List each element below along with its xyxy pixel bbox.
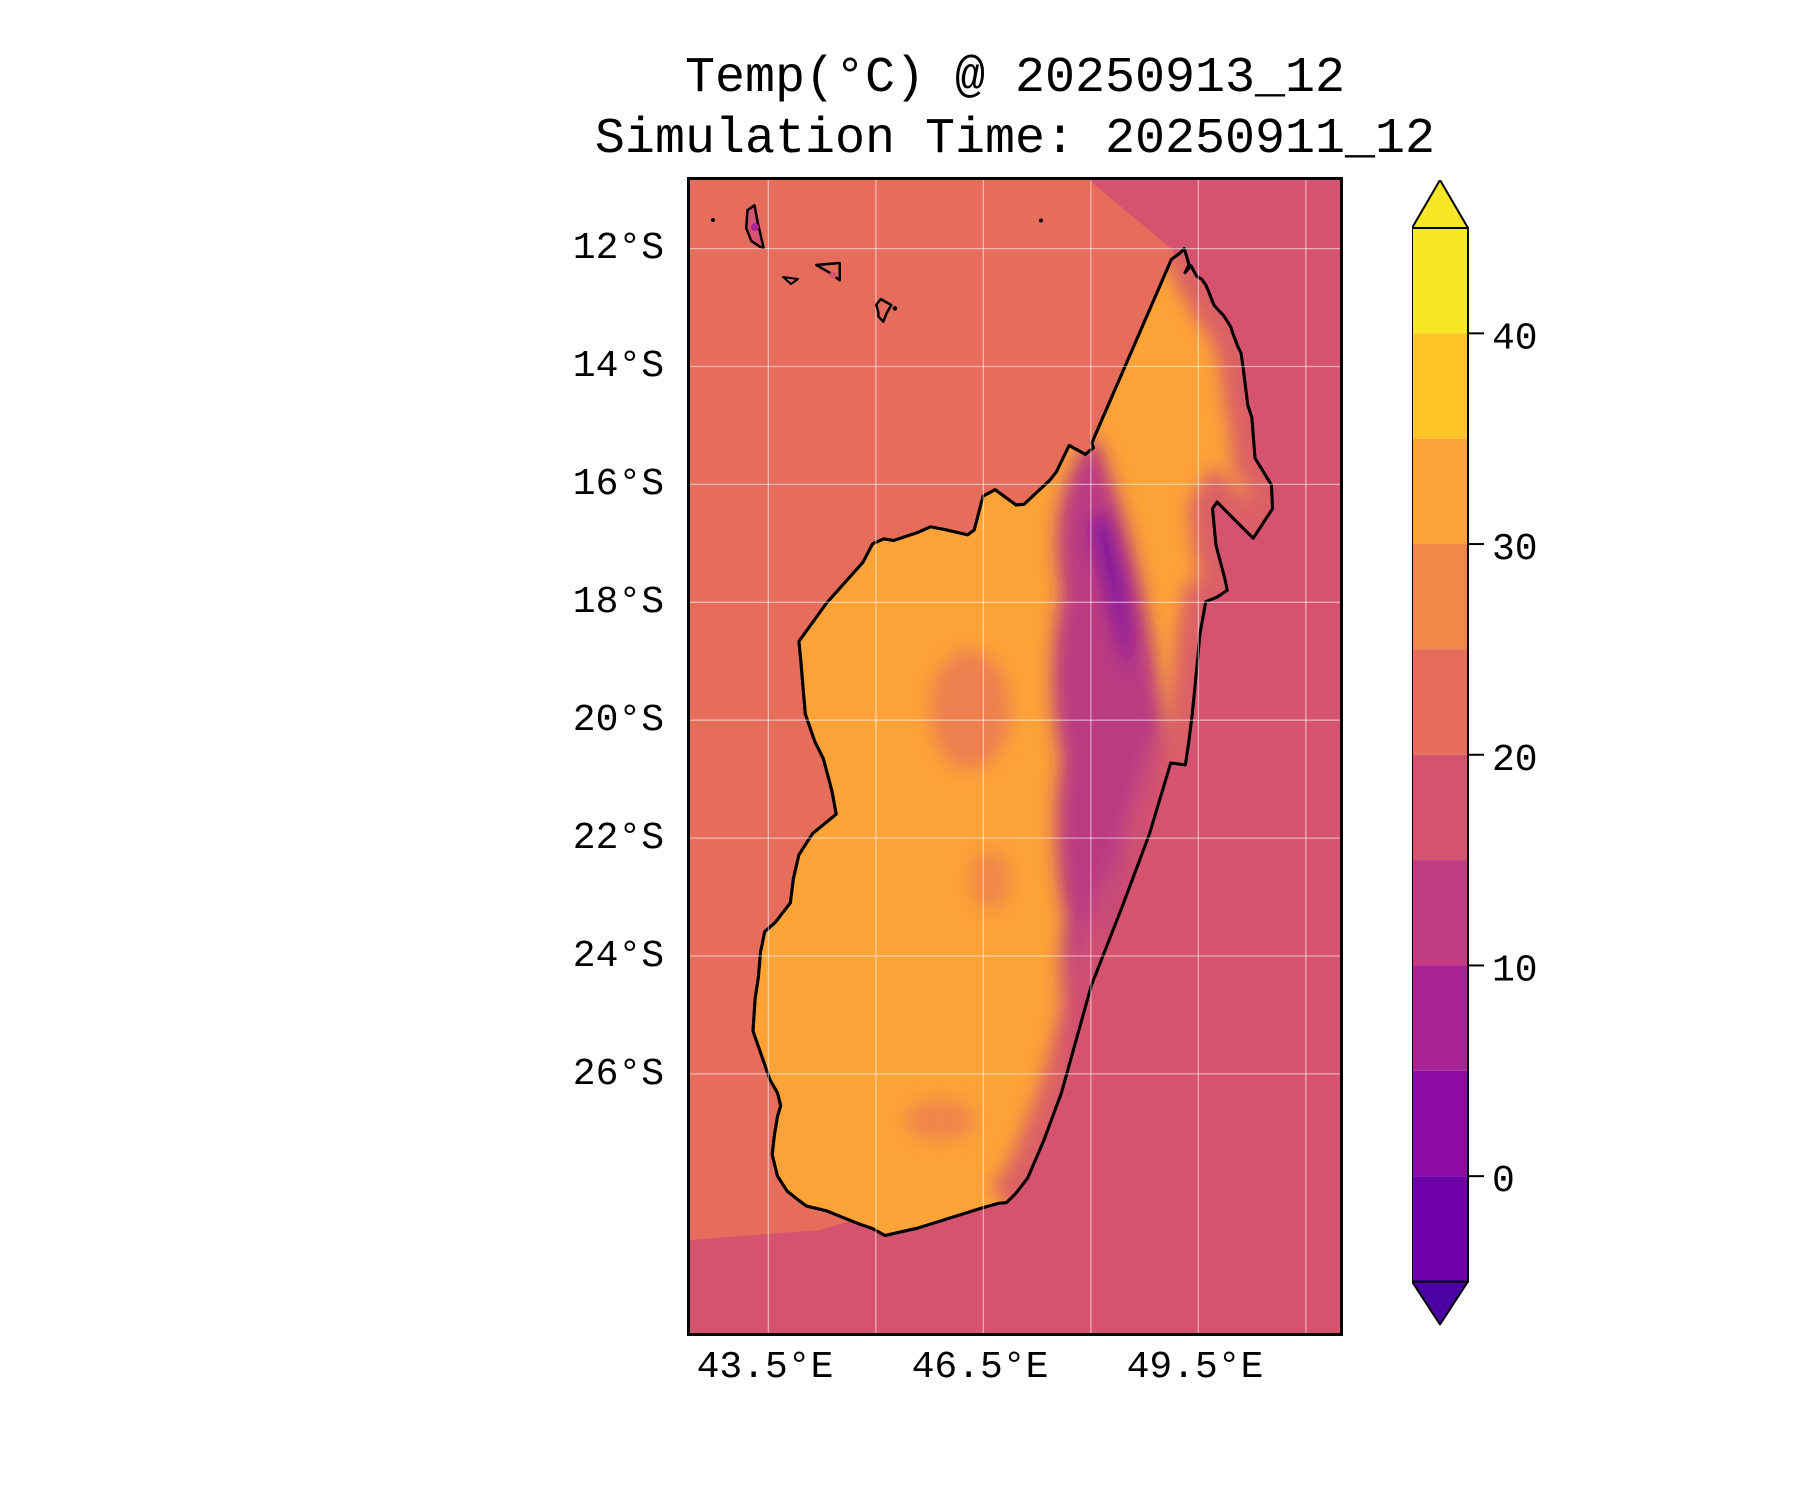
svg-text:0: 0 bbox=[1492, 1160, 1515, 1203]
svg-text:40: 40 bbox=[1492, 317, 1538, 360]
svg-text:20: 20 bbox=[1492, 739, 1538, 782]
svg-text:10: 10 bbox=[1492, 949, 1538, 992]
svg-text:30: 30 bbox=[1492, 528, 1538, 571]
